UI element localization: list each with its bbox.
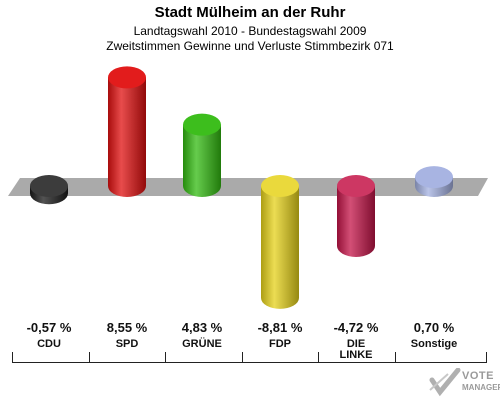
axis-tick	[318, 352, 319, 363]
logo-text-manager: MANAGER	[462, 383, 500, 392]
bar-chart	[8, 66, 488, 309]
value-label-fdp: -8,81 %	[257, 320, 303, 335]
axis-tick	[486, 352, 487, 363]
bar-spd	[108, 66, 146, 197]
category-axis-line	[12, 362, 486, 363]
bar-cdu	[30, 175, 68, 205]
chart-subtitle-election: Landtagswahl 2010 - Bundestagswahl 2009	[133, 24, 367, 38]
category-label-gr-ne: GRÜNE	[182, 338, 222, 350]
bar-fdp	[261, 175, 299, 309]
value-label-die-linke: -4,72 %	[333, 320, 379, 335]
chart-title: Stadt Mülheim an der Ruhr	[154, 4, 346, 21]
logo-text-vote: VOTE	[462, 370, 494, 382]
category-label-sonstige: Sonstige	[410, 338, 458, 350]
category-label-spd: SPD	[115, 338, 139, 350]
bar-gr-ne	[183, 113, 221, 197]
axis-tick	[242, 352, 243, 363]
axis-tick	[165, 352, 166, 363]
value-label-spd: 8,55 %	[106, 320, 148, 335]
axis-tick	[12, 352, 13, 363]
axis-tick	[89, 352, 90, 363]
vote-manager-logo	[429, 368, 461, 397]
value-label-sonstige: 0,70 %	[413, 320, 455, 335]
check-mark-icon	[429, 368, 461, 397]
value-label-cdu: -0,57 %	[26, 320, 72, 335]
chart-subtitle-district: Zweitstimmen Gewinne und Verluste Stimmb…	[106, 39, 394, 53]
bar-sonstige	[415, 166, 453, 197]
category-label-die-linke: DIE LINKE	[339, 338, 373, 361]
axis-tick	[395, 352, 396, 363]
bar-die-linke	[337, 175, 375, 257]
value-label-gr-ne: 4,83 %	[181, 320, 223, 335]
category-label-cdu: CDU	[37, 338, 61, 350]
category-label-fdp: FDP	[269, 338, 291, 350]
